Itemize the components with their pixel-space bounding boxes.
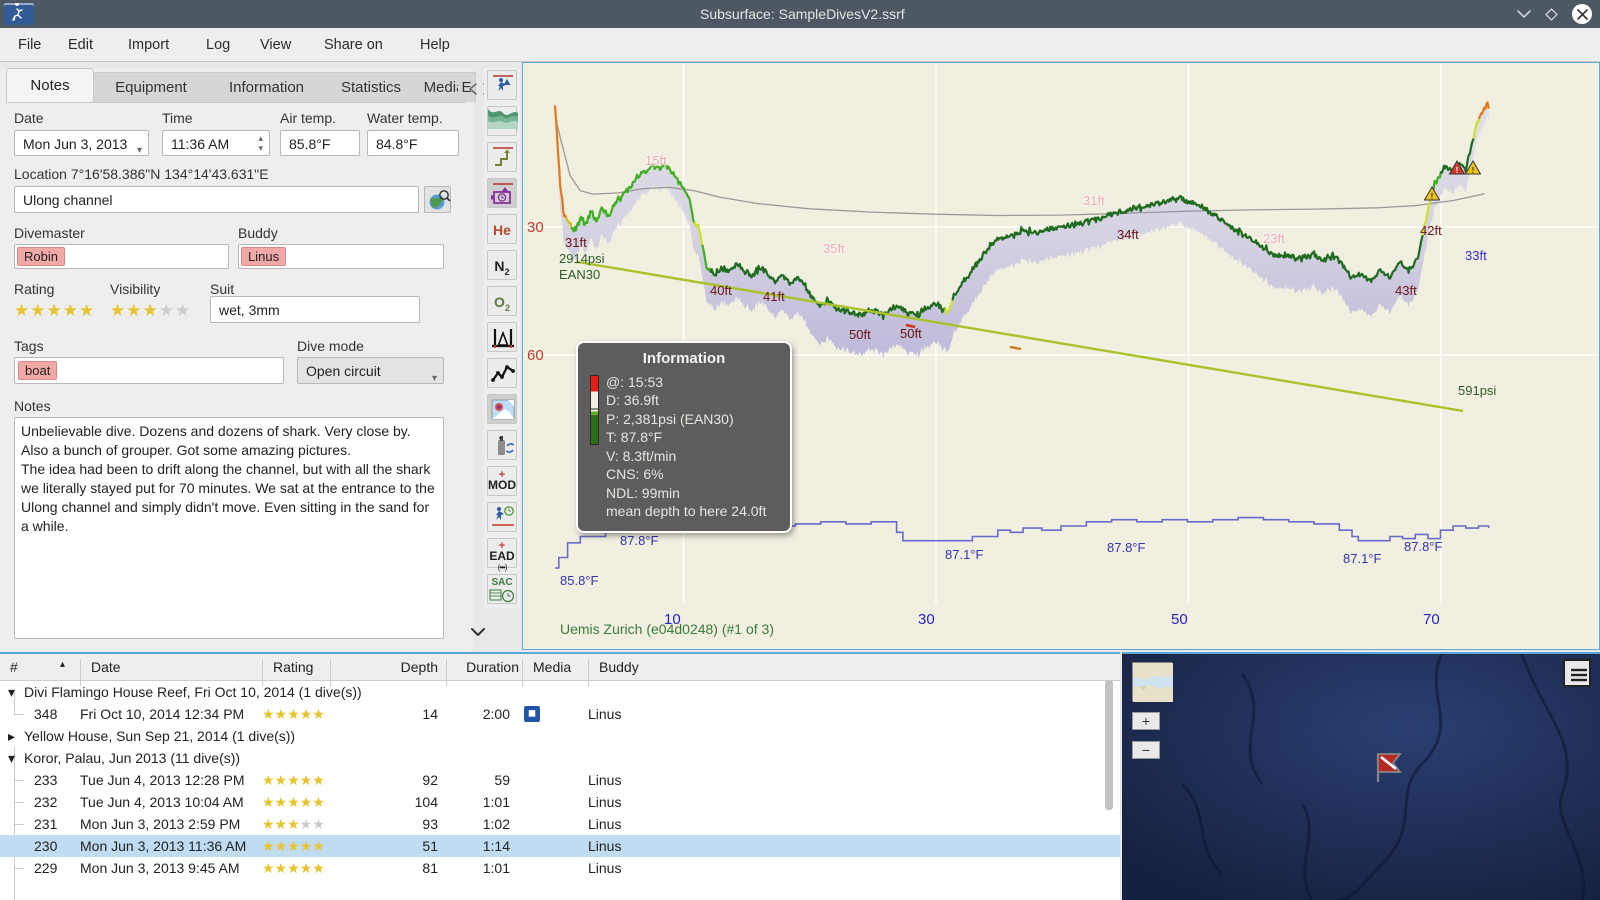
svg-text:!: ! (1456, 166, 1459, 175)
svg-text:!: ! (1431, 192, 1434, 201)
svg-text:!: ! (1472, 166, 1475, 175)
